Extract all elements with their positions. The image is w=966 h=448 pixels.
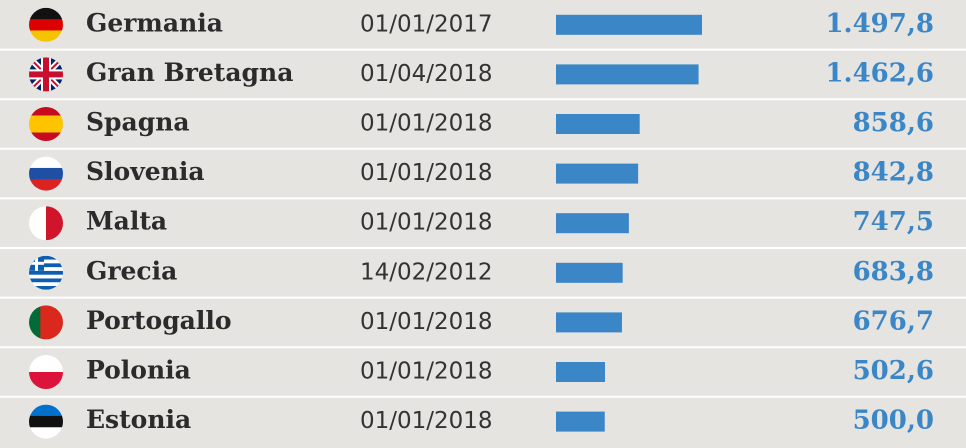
country-name: Estonia	[86, 405, 191, 434]
date: 01/01/2018	[360, 210, 493, 236]
bar	[556, 114, 640, 134]
flag	[29, 206, 63, 241]
country-name: Germania	[86, 8, 223, 37]
bar	[556, 163, 639, 184]
country-name: Slovenia	[86, 157, 205, 186]
country-name: Malta	[86, 207, 167, 236]
bar	[556, 213, 629, 234]
value-label: 858,6	[853, 108, 934, 138]
value-label: 676,7	[853, 306, 934, 336]
country-name: Gran Bretagna	[86, 58, 293, 87]
date: 01/01/2018	[360, 111, 493, 137]
bar	[556, 362, 605, 382]
value-label: 500,0	[853, 406, 934, 436]
flag	[29, 255, 63, 290]
country-name: Portogallo	[86, 306, 232, 335]
bar	[556, 262, 623, 283]
flag	[29, 305, 63, 340]
date: 01/01/2018	[360, 160, 493, 186]
value-label: 1.462,6	[825, 58, 934, 88]
bar	[556, 411, 605, 432]
date: 01/04/2018	[360, 61, 493, 87]
date: 01/01/2018	[360, 359, 493, 385]
value-label: 747,5	[853, 207, 934, 237]
flag	[29, 57, 63, 92]
bar	[556, 64, 699, 85]
country-name: Spagna	[86, 108, 190, 137]
value-label: 1.497,8	[825, 9, 934, 39]
flag	[29, 7, 63, 42]
date: 14/02/2012	[360, 259, 493, 285]
value-label: 683,8	[853, 257, 934, 287]
bar	[556, 312, 622, 333]
date: 01/01/2018	[360, 408, 493, 434]
flag	[29, 107, 63, 141]
flag	[29, 156, 63, 191]
bar	[556, 14, 702, 35]
flag	[29, 404, 63, 439]
country-name: Grecia	[86, 256, 177, 285]
flag	[29, 355, 63, 389]
date: 01/01/2018	[360, 309, 493, 335]
country-name: Polonia	[86, 356, 191, 385]
value-label: 502,6	[853, 356, 934, 386]
value-label: 842,8	[853, 158, 934, 188]
date: 01/01/2017	[360, 11, 493, 37]
